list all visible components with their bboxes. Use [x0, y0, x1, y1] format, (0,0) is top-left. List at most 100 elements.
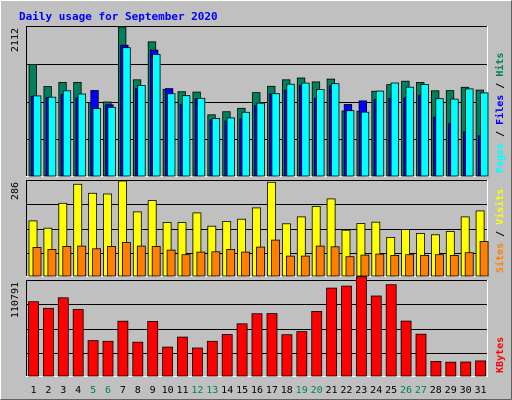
bar-kbytes-day-28 — [430, 360, 442, 377]
bar-kbytes-day-4 — [72, 309, 84, 377]
bar-sites-day-18 — [285, 255, 295, 277]
y-max-label-kbytes: 110791 — [10, 282, 21, 318]
x-label-day-22: 22 — [340, 385, 352, 396]
panel-kbytes: 110791 KBytes — [10, 276, 506, 377]
legend-part-visits-sites-0: Sites — [494, 243, 506, 273]
x-label-day-14: 14 — [221, 385, 233, 396]
x-label-day-8: 8 — [135, 385, 141, 396]
bar-kbytes-day-7 — [117, 320, 129, 377]
bar-pages-day-15 — [241, 111, 250, 177]
bar-pages-day-20 — [316, 89, 325, 177]
bar-kbytes-day-31 — [475, 360, 487, 377]
bar-sites-day-7 — [122, 242, 131, 277]
bar-kbytes-day-20 — [311, 310, 323, 377]
x-label-day-27: 27 — [415, 385, 427, 396]
bar-kbytes-day-11 — [177, 336, 188, 377]
bar-sites-day-21 — [330, 246, 340, 277]
bar-pages-day-8 — [137, 85, 146, 177]
bar-pages-day-21 — [331, 83, 340, 177]
bar-sites-day-24 — [375, 253, 385, 277]
bar-pages-day-16 — [256, 102, 265, 177]
series-legend-label-visits-sites: Sites / Visits — [494, 189, 506, 273]
bar-sites-day-12 — [196, 251, 206, 277]
bar-sites-day-22 — [345, 256, 355, 277]
legend-part-visits-sites-1: / — [495, 225, 506, 243]
x-label-day-5: 5 — [90, 385, 96, 396]
bar-sites-day-14 — [226, 248, 236, 277]
x-label-day-17: 17 — [266, 385, 278, 396]
bar-pages-day-5 — [92, 108, 101, 177]
x-label-day-13: 13 — [206, 385, 218, 396]
bar-kbytes-day-21 — [326, 287, 338, 377]
bar-pages-day-11 — [181, 95, 191, 177]
x-axis-day-labels: 1 2 3 4 5 6 7 8 9 10 11 12 13 14 15 16 17 18 19 20 21 22 23 24 2… — [30, 385, 486, 396]
x-label-day-6: 6 — [105, 385, 111, 396]
bar-pages-day-27 — [420, 84, 429, 177]
bar-kbytes-day-3 — [57, 297, 69, 377]
bar-kbytes-day-6 — [102, 340, 114, 377]
bar-pages-day-22 — [345, 110, 355, 177]
bar-kbytes-day-15 — [236, 323, 248, 377]
bar-kbytes-day-29 — [445, 361, 457, 377]
bar-pages-day-12 — [196, 97, 206, 177]
bar-kbytes-day-10 — [162, 346, 174, 377]
x-label-day-7: 7 — [120, 385, 126, 396]
bar-pages-day-31 — [480, 92, 489, 177]
bar-pages-day-19 — [301, 82, 310, 177]
bar-pages-day-25 — [390, 82, 400, 177]
x-label-day-25: 25 — [385, 385, 397, 396]
bar-sites-day-4 — [77, 245, 87, 277]
x-label-day-20: 20 — [311, 385, 323, 396]
bar-pages-day-29 — [450, 98, 459, 177]
bar-kbytes-day-26 — [400, 320, 412, 377]
x-label-day-3: 3 — [60, 385, 66, 396]
bar-sites-day-8 — [136, 245, 146, 277]
bar-sites-day-1 — [32, 246, 42, 277]
panel-hits-files-pages: 2112 Pages / Files / Hits — [10, 26, 506, 177]
y-max-label-visits-sites: 286 — [10, 182, 21, 200]
x-label-day-9: 9 — [150, 385, 156, 396]
x-label-day-1: 1 — [30, 385, 36, 396]
bar-pages-day-24 — [375, 90, 385, 177]
bar-kbytes-day-8 — [132, 341, 144, 377]
bar-sites-day-19 — [300, 255, 310, 277]
bar-pages-day-7 — [122, 47, 131, 177]
bar-kbytes-day-18 — [281, 334, 293, 377]
bar-pages-day-1 — [33, 95, 42, 177]
bar-sites-day-29 — [449, 254, 459, 277]
bar-kbytes-day-2 — [43, 307, 54, 377]
x-label-day-12: 12 — [191, 385, 203, 396]
x-label-day-4: 4 — [75, 385, 81, 396]
panel-visits-sites: 286 Sites / Visits — [10, 180, 506, 277]
bar-pages-day-4 — [77, 93, 86, 177]
x-label-day-24: 24 — [370, 385, 382, 396]
x-label-day-28: 28 — [430, 385, 442, 396]
bar-sites-day-20 — [315, 245, 325, 277]
bar-kbytes-day-22 — [341, 285, 352, 377]
bar-pages-day-28 — [435, 98, 444, 177]
series-legend-label-kbytes: KBytes — [495, 337, 506, 373]
bar-kbytes-day-17 — [266, 313, 278, 377]
bar-kbytes-day-5 — [87, 340, 99, 377]
y-max-label-hits-files-pages: 2112 — [10, 28, 21, 52]
x-label-day-26: 26 — [400, 385, 412, 396]
chart-title: Daily usage for September 2020 — [19, 10, 218, 23]
bar-pages-day-13 — [211, 118, 221, 177]
bar-kbytes-day-24 — [370, 295, 382, 377]
bar-sites-day-6 — [107, 245, 116, 277]
bar-sites-day-2 — [47, 248, 57, 277]
legend-part-visits-sites-2: Visits — [494, 189, 506, 225]
bar-sites-day-15 — [241, 251, 251, 277]
bar-pages-day-17 — [271, 93, 280, 177]
bar-sites-day-26 — [405, 254, 415, 277]
bar-sites-day-11 — [181, 254, 191, 277]
legend-part-kbytes-0: KBytes — [495, 337, 506, 373]
x-label-day-29: 29 — [445, 385, 457, 396]
bar-pages-day-18 — [286, 83, 295, 177]
bar-kbytes-day-19 — [296, 331, 308, 377]
bar-kbytes-day-30 — [460, 361, 472, 377]
x-label-day-10: 10 — [162, 385, 174, 396]
chart-panels: 2112 Pages / Files / Hits 286 Sites / Visit… — [10, 26, 506, 377]
bar-sites-day-30 — [464, 252, 474, 277]
